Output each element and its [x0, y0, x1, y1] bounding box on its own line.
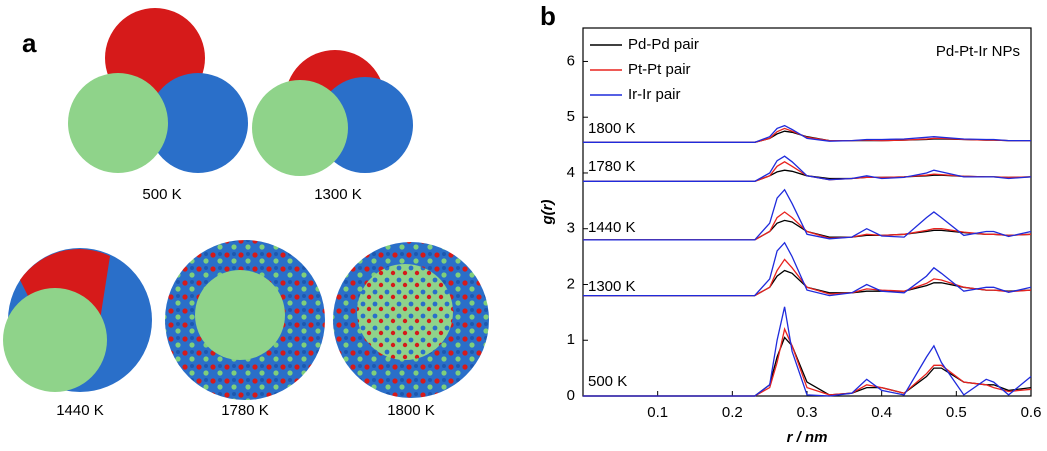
x-tick-label: 0.6 [1021, 404, 1042, 421]
x-tick-label: 0.3 [797, 404, 818, 421]
x-tick-label: 0.2 [722, 404, 743, 421]
particle [148, 73, 248, 173]
temperature-label: 1300 K [314, 186, 362, 203]
y-tick-label: 5 [567, 108, 575, 125]
particle-core [195, 270, 285, 360]
temperature-label: 1440 K [56, 402, 104, 419]
line [583, 155, 1032, 182]
panel-b: b 0.1 0.2 0.3 0.4 0.5 0.6 0 1 2 3 4 5 6 r / nm g(r) Pd-… [539, 1, 1041, 446]
y-axis-label: g(r) [539, 200, 556, 226]
panel-a: a 500 K 1300 K 1440 K 1780 K 1800 K [3, 8, 489, 419]
particle [68, 73, 168, 173]
annotation: Pd-Pt-Ir NPs [936, 43, 1020, 60]
line [583, 161, 1032, 182]
y-tick-label: 6 [567, 52, 575, 69]
temperature-label: 1800 K [588, 120, 636, 137]
particle [3, 288, 107, 392]
temperature-label: 1780 K [588, 158, 636, 175]
particle [252, 80, 348, 176]
y-tick-label: 2 [567, 275, 575, 292]
x-tick-label: 0.4 [871, 404, 892, 421]
legend-label: Pt-Pt pair [628, 61, 691, 78]
line [583, 124, 1031, 143]
temperature-label: 1780 K [221, 402, 269, 419]
line [583, 241, 1032, 297]
line [583, 188, 1032, 241]
x-axis-label: r / nm [787, 429, 828, 446]
x-tick-label: 0.1 [647, 404, 668, 421]
panel-letter: b [540, 1, 556, 31]
particle-core [357, 264, 453, 360]
temperature-label: 500 K [142, 186, 181, 203]
panel-letter: a [22, 28, 37, 58]
y-tick-label: 4 [567, 164, 575, 181]
plot-frame [582, 27, 1032, 397]
temperature-label: 1800 K [387, 402, 435, 419]
y-tick-label: 0 [567, 387, 575, 404]
line [583, 211, 1032, 241]
legend-label: Ir-Ir pair [628, 86, 681, 103]
y-tick-label: 3 [567, 220, 575, 237]
line [583, 127, 1031, 143]
line [583, 327, 1032, 397]
y-tick-label: 1 [567, 331, 575, 348]
temperature-label: 1440 K [588, 219, 636, 236]
line [583, 306, 1032, 397]
temperature-label: 1300 K [588, 278, 636, 295]
legend-label: Pd-Pd pair [628, 36, 699, 53]
line [583, 219, 1032, 241]
temperature-label: 500 K [588, 373, 627, 390]
x-tick-label: 0.5 [946, 404, 967, 421]
